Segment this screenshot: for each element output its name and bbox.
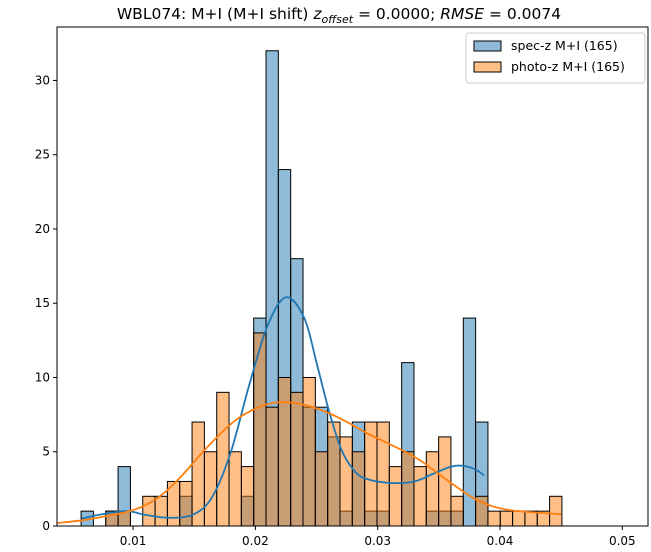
x-axis: 0.01 0.02 0.03 0.04 0.05 bbox=[120, 526, 636, 548]
bar-photo-z bbox=[450, 495, 464, 527]
kde-line-spec-z bbox=[81, 296, 485, 520]
legend-swatch-photo-z bbox=[473, 61, 502, 73]
x-tick-label: 0.03 bbox=[364, 534, 391, 548]
title-rmse-value: = 0.0074 bbox=[484, 5, 561, 23]
bar-photo-z bbox=[401, 451, 415, 527]
y-tick-label: 30 bbox=[35, 73, 50, 87]
y-axis: 0 5 10 15 20 25 30 bbox=[35, 73, 57, 533]
bar-photo-z bbox=[277, 376, 292, 527]
histogram-bars bbox=[80, 50, 563, 527]
bar-photo-z bbox=[290, 391, 304, 527]
bar-photo-z bbox=[179, 480, 193, 527]
bar-photo-z bbox=[425, 451, 440, 527]
y-tick-label: 5 bbox=[42, 445, 50, 459]
bar-photo-z bbox=[228, 451, 242, 527]
x-tick-label: 0.05 bbox=[609, 534, 636, 548]
bar-photo-z bbox=[314, 451, 329, 527]
bar-photo-z bbox=[487, 510, 501, 527]
bar-photo-z bbox=[154, 495, 168, 527]
bar-photo-z bbox=[240, 466, 255, 527]
bar-photo-z bbox=[499, 510, 514, 527]
x-tick-label: 0.04 bbox=[487, 534, 514, 548]
legend-label-photo-z: photo-z M+I (165) bbox=[511, 59, 625, 74]
bar-photo-z bbox=[191, 421, 205, 527]
bar-photo-z bbox=[265, 406, 279, 527]
title-prefix: WBL074: M+I (M+I shift) bbox=[117, 5, 314, 23]
bar-photo-z bbox=[413, 466, 427, 527]
y-tick-label: 15 bbox=[35, 296, 50, 310]
bar-photo-z bbox=[351, 451, 366, 527]
bar-photo-z bbox=[203, 451, 218, 527]
kde-line-photo-z bbox=[57, 401, 562, 524]
bar-photo-z bbox=[327, 421, 341, 527]
bar-photo-z bbox=[302, 376, 316, 527]
y-tick-label: 0 bbox=[42, 519, 50, 533]
legend-swatch-spec-z bbox=[473, 40, 502, 52]
legend-label-spec-z: spec-z M+I (165) bbox=[511, 38, 618, 53]
bar-photo-z bbox=[388, 466, 403, 527]
x-tick-label: 0.02 bbox=[242, 534, 269, 548]
y-tick-label: 20 bbox=[35, 222, 50, 236]
title-z-symbol: z bbox=[312, 5, 322, 23]
chart-title: WBL074: M+I (M+I shift) zoffset = 0.0000… bbox=[117, 5, 561, 26]
title-z-subscript: offset bbox=[322, 13, 354, 26]
kde-curves bbox=[57, 296, 562, 524]
bar-photo-z bbox=[376, 421, 390, 527]
y-tick-label: 10 bbox=[35, 370, 50, 384]
legend: spec-z M+I (165) photo-z M+I (165) bbox=[465, 32, 646, 84]
x-tick-label: 0.01 bbox=[120, 534, 147, 548]
bar-photo-z bbox=[512, 510, 526, 527]
bar-photo-z bbox=[549, 495, 563, 527]
bar-photo-z bbox=[216, 391, 230, 527]
title-z-value: = 0.0000; bbox=[353, 5, 440, 23]
plot-frame bbox=[56, 26, 649, 527]
y-tick-label: 25 bbox=[35, 148, 50, 162]
title-rmse-symbol: RMSE bbox=[440, 5, 484, 23]
